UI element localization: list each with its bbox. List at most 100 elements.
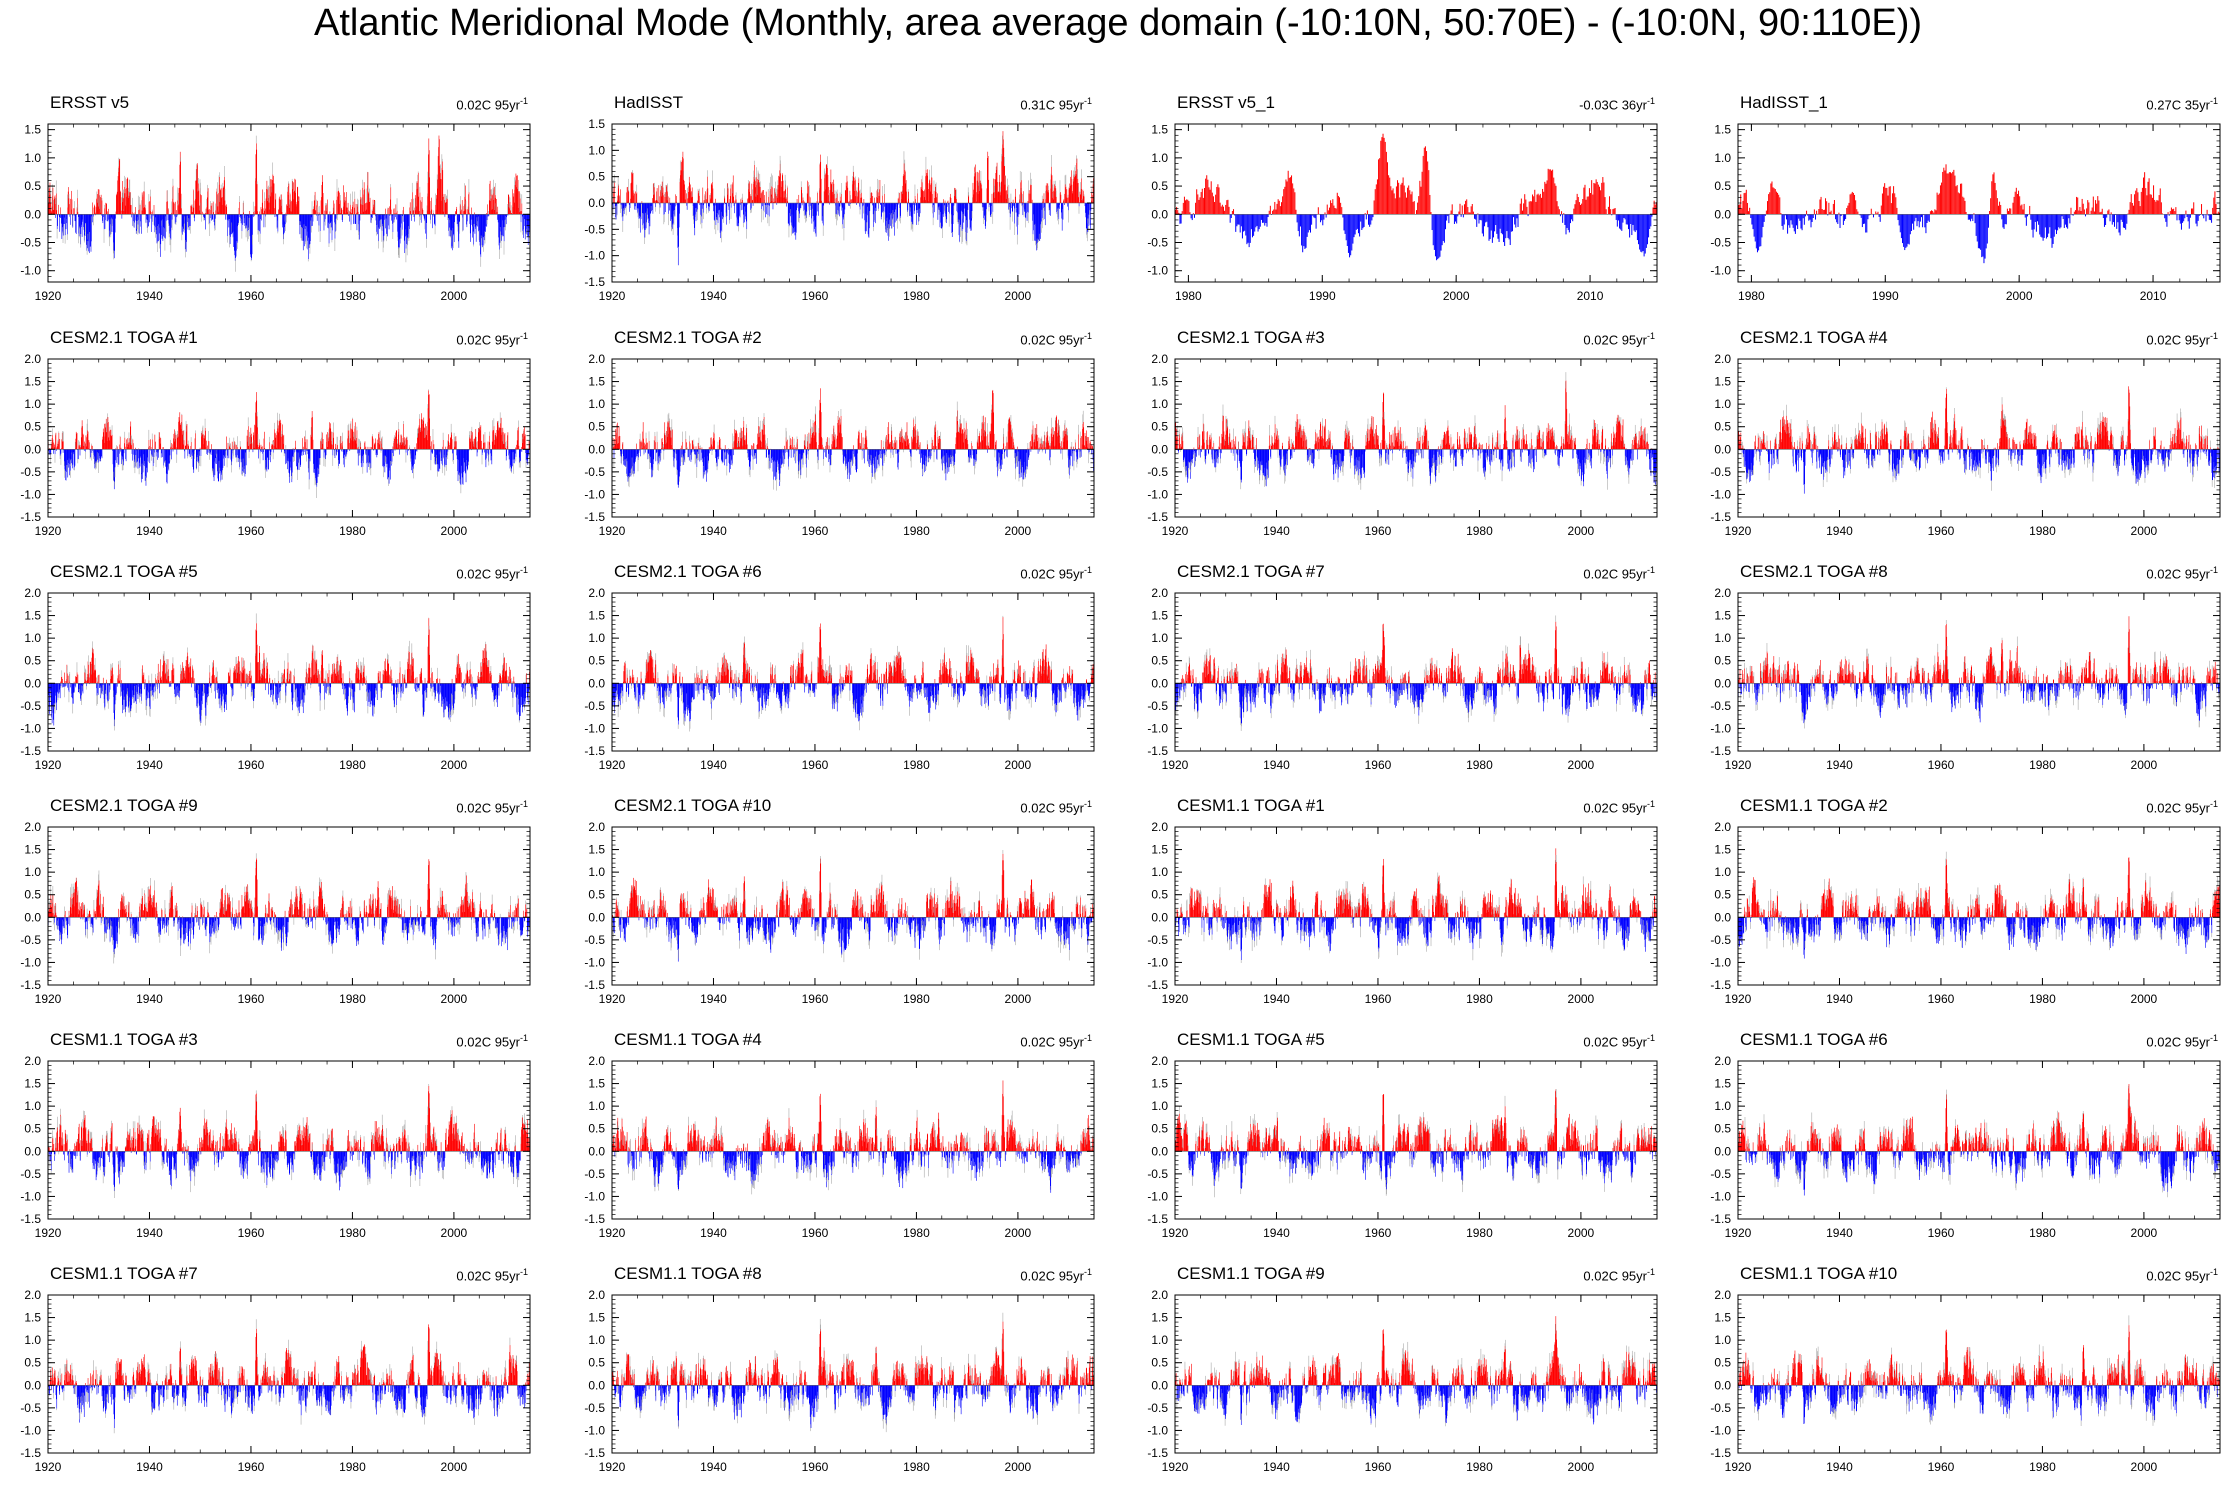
positive-bar [1929,211,1931,215]
negative-bar [397,214,399,238]
negative-bar [171,214,173,220]
negative-bar [912,203,913,225]
negative-bar [307,214,308,241]
positive-bar [2108,209,2110,215]
y-tick-label: 1.5 [1151,123,1168,137]
positive-bar [1740,194,1742,215]
negative-bar [245,214,247,226]
negative-bar [1626,214,1628,225]
negative-bar [644,203,645,238]
positive-bar [2073,211,2075,215]
positive-bar [1198,199,1200,215]
negative-bar [302,214,303,229]
negative-bar [383,214,384,241]
positive-bar [1610,209,1612,215]
positive-bar [341,208,343,215]
positive-bar [773,202,774,203]
negative-bar [483,214,485,241]
negative-bar [888,203,890,220]
negative-bar [165,449,166,467]
negative-bar [733,203,735,206]
negative-bar [89,214,91,233]
negative-bar [163,214,164,228]
negative-bar [1313,214,1315,218]
negative-bar [983,203,985,208]
positive-bar [111,436,112,450]
negative-bar [80,214,82,227]
negative-bar [910,203,911,208]
negative-bar [721,203,723,232]
positive-bar [759,186,760,203]
positive-bar [1938,193,1940,215]
negative-bar [244,214,245,219]
negative-bar [1302,214,1304,253]
positive-bar [763,199,765,203]
negative-bar [87,214,89,234]
negative-bar [646,203,647,223]
negative-bar [1878,214,1880,217]
positive-bar [439,178,441,215]
negative-bar [1247,214,1249,243]
negative-bar [1568,214,1570,233]
positive-bar [415,195,417,215]
negative-bar [394,214,395,220]
negative-bar [69,449,70,476]
negative-bar [102,214,103,221]
positive-bar [1614,208,1616,215]
positive-bar [316,205,317,215]
negative-bar [117,449,119,465]
negative-bar [959,203,961,220]
negative-bar [449,214,451,220]
positive-bar [58,432,60,450]
positive-bar [171,442,173,450]
positive-bar [991,193,993,203]
negative-bar [966,203,968,233]
negative-bar [358,214,360,232]
positive-bar [199,210,200,215]
negative-bar [1810,214,1812,228]
positive-bar [1533,196,1535,215]
positive-bar [1536,194,1538,215]
negative-bar [167,449,168,475]
negative-bar [1038,203,1039,241]
positive-bar [1996,198,1998,215]
negative-bar [117,449,118,458]
negative-bar [125,449,126,460]
positive-bar [844,189,846,203]
negative-bar [1303,214,1305,247]
positive-bar [702,187,704,203]
positive-bar [53,209,54,215]
negative-bar [799,203,800,214]
positive-bar [1196,189,1198,215]
positive-bar [680,162,682,203]
negative-bar [888,203,890,225]
positive-bar [1227,199,1229,215]
negative-bar [765,203,766,218]
positive-bar [974,173,976,203]
positive-bar [1054,184,1055,203]
negative-bar [209,214,211,224]
negative-bar [166,449,168,484]
positive-bar [754,164,755,203]
positive-bar [773,188,775,203]
positive-bar [751,183,753,203]
positive-bar [199,188,201,215]
negative-bar [285,214,286,225]
negative-bar [910,203,912,222]
positive-bar [487,204,488,215]
positive-bar [715,198,716,203]
negative-bar [842,203,844,208]
negative-bar [718,203,720,211]
negative-bar [1567,214,1569,231]
positive-bar [853,177,855,203]
positive-bar [1596,181,1598,215]
positive-bar [2018,190,2020,215]
positive-bar [1590,193,1592,215]
negative-bar [335,214,336,232]
negative-bar [1644,214,1646,254]
negative-bar [529,214,530,232]
negative-bar [793,203,795,232]
negative-bar [1981,214,1983,258]
negative-bar [1862,214,1864,224]
positive-bar [828,187,830,203]
